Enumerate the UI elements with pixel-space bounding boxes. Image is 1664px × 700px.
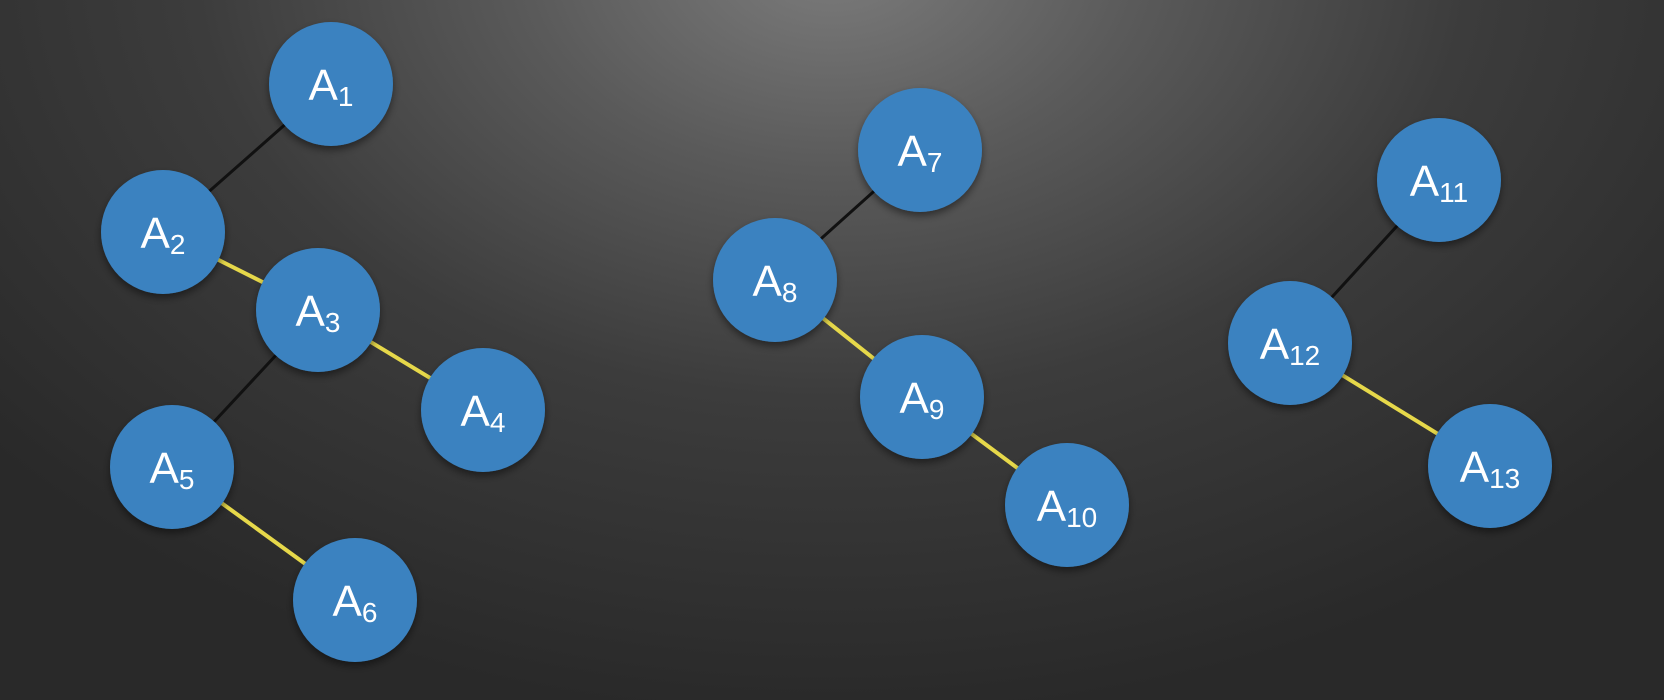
node-label: A4 bbox=[461, 387, 506, 438]
node-circle bbox=[101, 170, 225, 294]
node-a2: A2 bbox=[101, 170, 225, 294]
node-circle bbox=[1377, 118, 1501, 242]
node-label-subscript: 4 bbox=[490, 407, 506, 438]
node-label-letter: A bbox=[1037, 482, 1067, 531]
node-label-subscript: 3 bbox=[325, 307, 341, 338]
node-label-letter: A bbox=[150, 444, 180, 493]
node-label-letter: A bbox=[900, 374, 930, 423]
node-a13: A13 bbox=[1428, 404, 1552, 528]
node-a4: A4 bbox=[421, 348, 545, 472]
node-label-subscript: 7 bbox=[927, 147, 943, 178]
node-a1: A1 bbox=[269, 22, 393, 146]
node-label: A13 bbox=[1460, 443, 1521, 494]
node-a7: A7 bbox=[858, 88, 982, 212]
node-label: A11 bbox=[1410, 157, 1468, 208]
node-a9: A9 bbox=[860, 335, 984, 459]
node-label-letter: A bbox=[141, 209, 171, 258]
node-circle bbox=[1428, 404, 1552, 528]
node-label-subscript: 8 bbox=[782, 277, 798, 308]
node-label-letter: A bbox=[1260, 320, 1290, 369]
node-label: A9 bbox=[900, 374, 945, 425]
node-a12: A12 bbox=[1228, 281, 1352, 405]
node-label-letter: A bbox=[753, 257, 783, 306]
node-label-subscript: 9 bbox=[929, 394, 945, 425]
node-label: A6 bbox=[333, 577, 378, 628]
node-label-subscript: 13 bbox=[1489, 463, 1520, 494]
node-label-letter: A bbox=[1460, 443, 1490, 492]
node-label: A10 bbox=[1037, 482, 1098, 533]
node-a10: A10 bbox=[1005, 443, 1129, 567]
node-label-subscript: 12 bbox=[1289, 340, 1320, 371]
node-a6: A6 bbox=[293, 538, 417, 662]
node-label: A8 bbox=[753, 257, 798, 308]
node-label: A3 bbox=[296, 287, 341, 338]
node-circle bbox=[858, 88, 982, 212]
node-circle bbox=[421, 348, 545, 472]
node-label: A12 bbox=[1260, 320, 1321, 371]
node-circle bbox=[269, 22, 393, 146]
node-label-letter: A bbox=[333, 577, 363, 626]
node-a5: A5 bbox=[110, 405, 234, 529]
node-label-subscript: 2 bbox=[170, 229, 186, 260]
node-label-letter: A bbox=[1410, 157, 1440, 206]
node-label-subscript: 1 bbox=[338, 81, 354, 112]
node-a3: A3 bbox=[256, 248, 380, 372]
node-label: A7 bbox=[898, 127, 943, 178]
node-label-letter: A bbox=[898, 127, 928, 176]
node-circle bbox=[256, 248, 380, 372]
node-circle bbox=[713, 218, 837, 342]
node-label: A1 bbox=[309, 61, 354, 112]
node-a8: A8 bbox=[713, 218, 837, 342]
node-label: A2 bbox=[141, 209, 186, 260]
node-label-letter: A bbox=[309, 61, 339, 110]
node-label-letter: A bbox=[296, 287, 326, 336]
node-circle bbox=[1005, 443, 1129, 567]
node-circle bbox=[293, 538, 417, 662]
node-circle bbox=[1228, 281, 1352, 405]
node-label-subscript: 11 bbox=[1439, 177, 1468, 208]
node-label-subscript: 6 bbox=[362, 597, 378, 628]
node-a11: A11 bbox=[1377, 118, 1501, 242]
node-label-subscript: 5 bbox=[179, 464, 195, 495]
node-label: A5 bbox=[150, 444, 195, 495]
node-label-subscript: 10 bbox=[1066, 502, 1097, 533]
node-circle bbox=[860, 335, 984, 459]
node-circle bbox=[110, 405, 234, 529]
node-label-letter: A bbox=[461, 387, 491, 436]
